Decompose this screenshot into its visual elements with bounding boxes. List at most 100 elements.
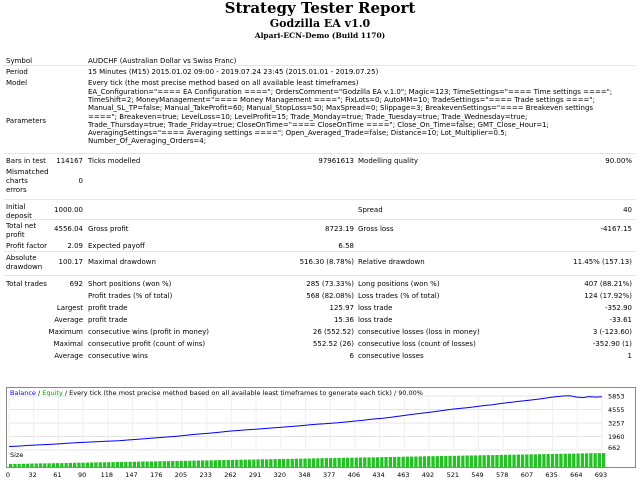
row-divider (4, 219, 636, 220)
size-bar (307, 458, 311, 467)
size-bar (597, 453, 601, 467)
model-value: Every tick (the most precise method base… (88, 79, 359, 87)
gross-profit-value: 8723.19 (325, 225, 354, 233)
size-bar (218, 460, 222, 467)
mismatch-label-2: charts (6, 177, 28, 185)
size-bar (576, 453, 580, 467)
period-value: 15 Minutes (M15) 2015.01.02 09:00 - 2019… (88, 68, 379, 76)
size-bar (171, 461, 175, 467)
size-bar (380, 457, 384, 467)
size-bar (439, 456, 444, 467)
size-bar (34, 463, 38, 467)
size-bar (299, 458, 303, 467)
size-bar (9, 464, 13, 467)
size-bar (141, 461, 145, 467)
size-bar (183, 460, 188, 467)
size-bar (401, 456, 405, 467)
size-bar (235, 459, 239, 467)
x-tick-label: 205 (175, 471, 187, 479)
maximal-consec-loss-label: consecutive loss (count of losses) (358, 340, 476, 348)
parameters-line: TimeShift=2; MoneyManagement="==== Money… (88, 96, 595, 105)
size-bar (60, 463, 64, 467)
y-tick-label: 5853 (608, 393, 625, 401)
size-bar (149, 461, 154, 467)
x-tick-label: 262 (224, 471, 236, 479)
size-bar (94, 462, 98, 467)
average-loss-label: loss trade (358, 316, 393, 324)
max-consec-losses-value: 3 (-123.60) (592, 328, 632, 336)
size-bar (567, 453, 572, 467)
size-bar (154, 461, 158, 467)
size-bar (384, 457, 388, 467)
size-bar (482, 455, 486, 467)
rel-drawdown-value: 11.45% (157.13) (573, 258, 632, 266)
size-bar (474, 455, 478, 467)
size-bar (346, 457, 350, 467)
size-bar (137, 461, 141, 467)
size-bar (337, 457, 341, 467)
report-title: Strategy Tester Report (224, 0, 416, 17)
maximal-consec-profit-label: consecutive profit (count of wins) (88, 340, 206, 348)
size-bar (422, 456, 427, 467)
maximal-consec-loss-value: -352.90 (1) (592, 340, 632, 348)
size-bar (555, 453, 559, 467)
balance-chart-svg: 5853 4555 3257 1960 662 (8, 393, 625, 452)
expected-payoff-label: Expected payoff (88, 242, 145, 250)
size-bar (98, 462, 102, 467)
average-loss-value: -33.61 (609, 316, 632, 324)
chart-legend: Balance / Equity / Every tick (the most … (10, 389, 423, 397)
x-tick-label: 406 (348, 471, 360, 479)
size-bar (265, 459, 269, 467)
x-tick-label: 320 (274, 471, 286, 479)
size-bar (175, 460, 179, 467)
size-bar (115, 462, 119, 467)
bars-label: Bars in test (6, 157, 46, 165)
size-bar (486, 455, 491, 467)
average2-label: Average (54, 352, 83, 360)
size-bar (145, 461, 149, 467)
size-bar (371, 457, 375, 467)
row-divider (4, 153, 636, 154)
size-bar (397, 456, 401, 467)
maximal-consec-profit-value: 552.52 (26) (312, 340, 354, 348)
size-bar (290, 458, 294, 467)
x-tick-label: 463 (397, 471, 409, 479)
size-bar (294, 458, 299, 467)
expected-payoff-value: 6.58 (338, 242, 354, 250)
x-tick-label: 291 (249, 471, 261, 479)
average-profit-value: 15.36 (333, 316, 354, 324)
size-bar (311, 458, 316, 467)
x-tick-label: 90 (78, 471, 86, 479)
size-bar (247, 459, 252, 467)
size-bar (256, 459, 260, 467)
short-positions-value: 285 (73.33%) (306, 280, 354, 288)
profit-factor-label: Profit factor (6, 242, 47, 250)
x-tick-label: 0 (6, 471, 10, 479)
size-bar (546, 454, 550, 467)
period-label: Period (6, 68, 28, 76)
x-tick-label: 578 (496, 471, 508, 479)
total-trades-value: 692 (69, 280, 83, 288)
size-bar (435, 456, 439, 467)
size-bar (201, 460, 205, 467)
parameters-label: Parameters (6, 117, 47, 125)
size-bar (38, 463, 43, 467)
average-label: Average (54, 316, 83, 324)
x-tick-label: 61 (53, 471, 61, 479)
size-chart: Size (6, 451, 636, 468)
size-bar (354, 457, 358, 467)
size-bar (273, 459, 277, 467)
size-bar (239, 459, 243, 467)
size-bar (469, 455, 473, 467)
size-bar (277, 459, 282, 467)
ticks-label: Ticks modelled (88, 157, 141, 165)
size-bar (124, 461, 128, 467)
mismatch-label-3: errors (6, 186, 27, 194)
size-bar (602, 453, 606, 467)
size-bar (456, 455, 461, 467)
size-bar (252, 459, 256, 467)
size-bar (465, 455, 469, 467)
size-bar (222, 460, 226, 467)
max-drawdown-value: 516.30 (8.78%) (299, 258, 354, 266)
size-bar (230, 459, 235, 467)
